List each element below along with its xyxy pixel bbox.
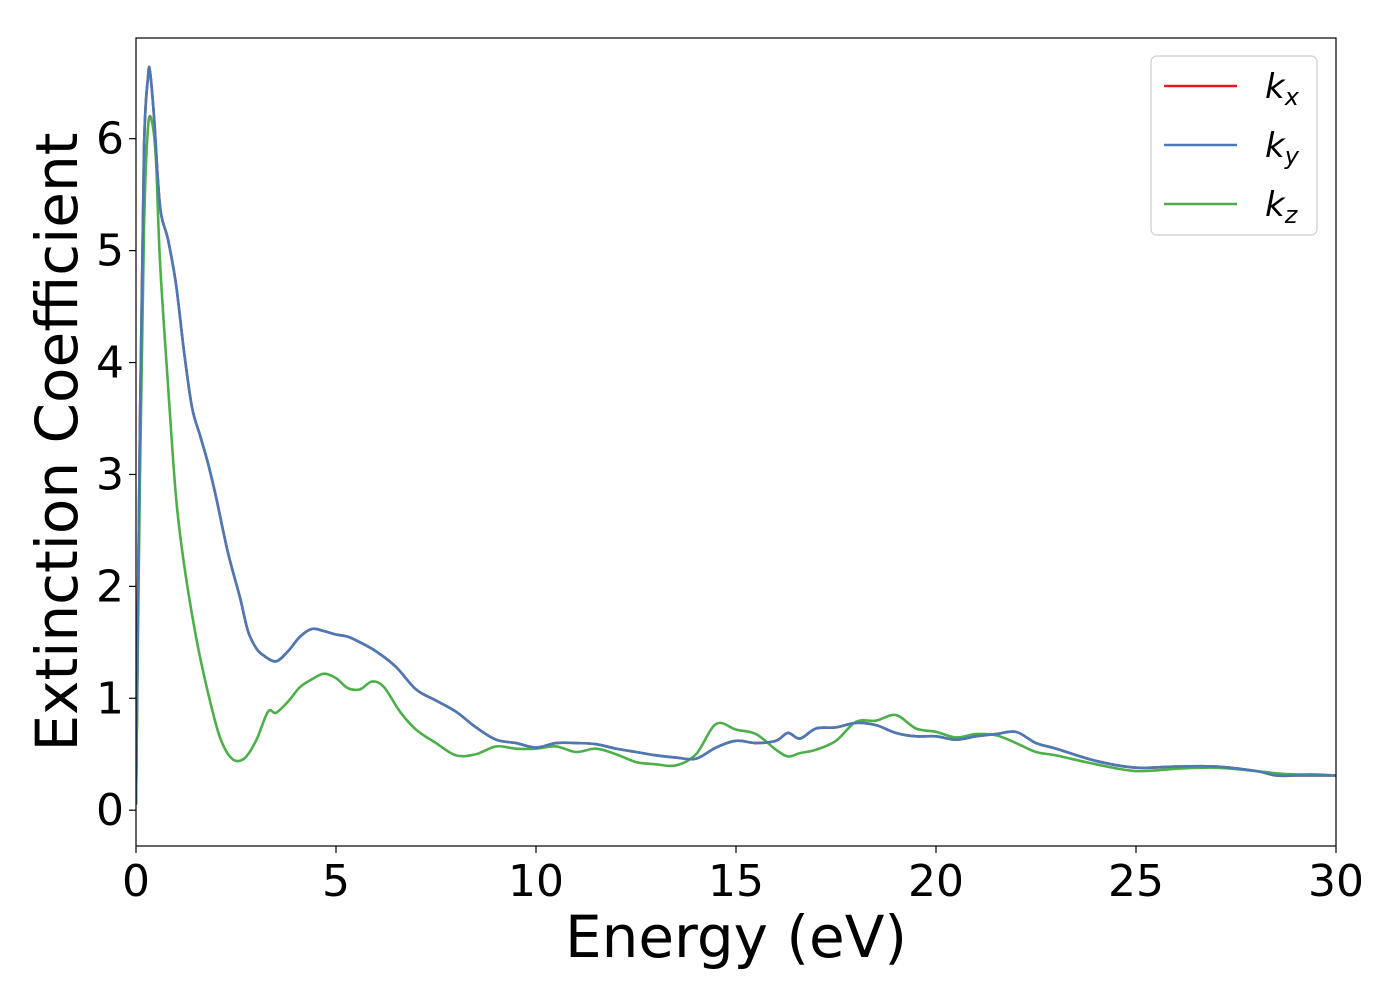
legend: kx ky kz — [1150, 55, 1318, 236]
axis-ticks: 0 5 10 15 20 25 30 0 1 2 3 4 5 6 — [96, 114, 1364, 907]
x-tick-label: 0 — [122, 856, 150, 907]
y-axis-title: Extinction Coefficient — [23, 133, 91, 752]
series-lines — [136, 65, 1336, 805]
y-tick-label: 1 — [96, 673, 124, 724]
y-tick-label: 4 — [96, 338, 124, 389]
x-tick-label: 5 — [322, 856, 350, 907]
x-axis-title: Energy (eV) — [565, 903, 907, 971]
y-tick-label: 5 — [96, 226, 124, 277]
y-tick-label: 0 — [96, 785, 124, 836]
x-tick-label: 15 — [708, 856, 764, 907]
legend-label-x: kx — [1265, 67, 1300, 111]
legend-label-z: kz — [1265, 185, 1299, 229]
x-tick-label: 20 — [908, 856, 964, 907]
series-line-y — [136, 65, 1336, 805]
x-tick-label: 25 — [1108, 856, 1164, 907]
y-tick-label: 6 — [96, 114, 124, 165]
x-tick-label: 10 — [508, 856, 564, 907]
y-tick-label: 2 — [96, 561, 124, 612]
x-tick-label: 30 — [1308, 856, 1364, 907]
y-tick-label: 3 — [96, 449, 124, 500]
legend-label-y: ky — [1265, 126, 1300, 170]
